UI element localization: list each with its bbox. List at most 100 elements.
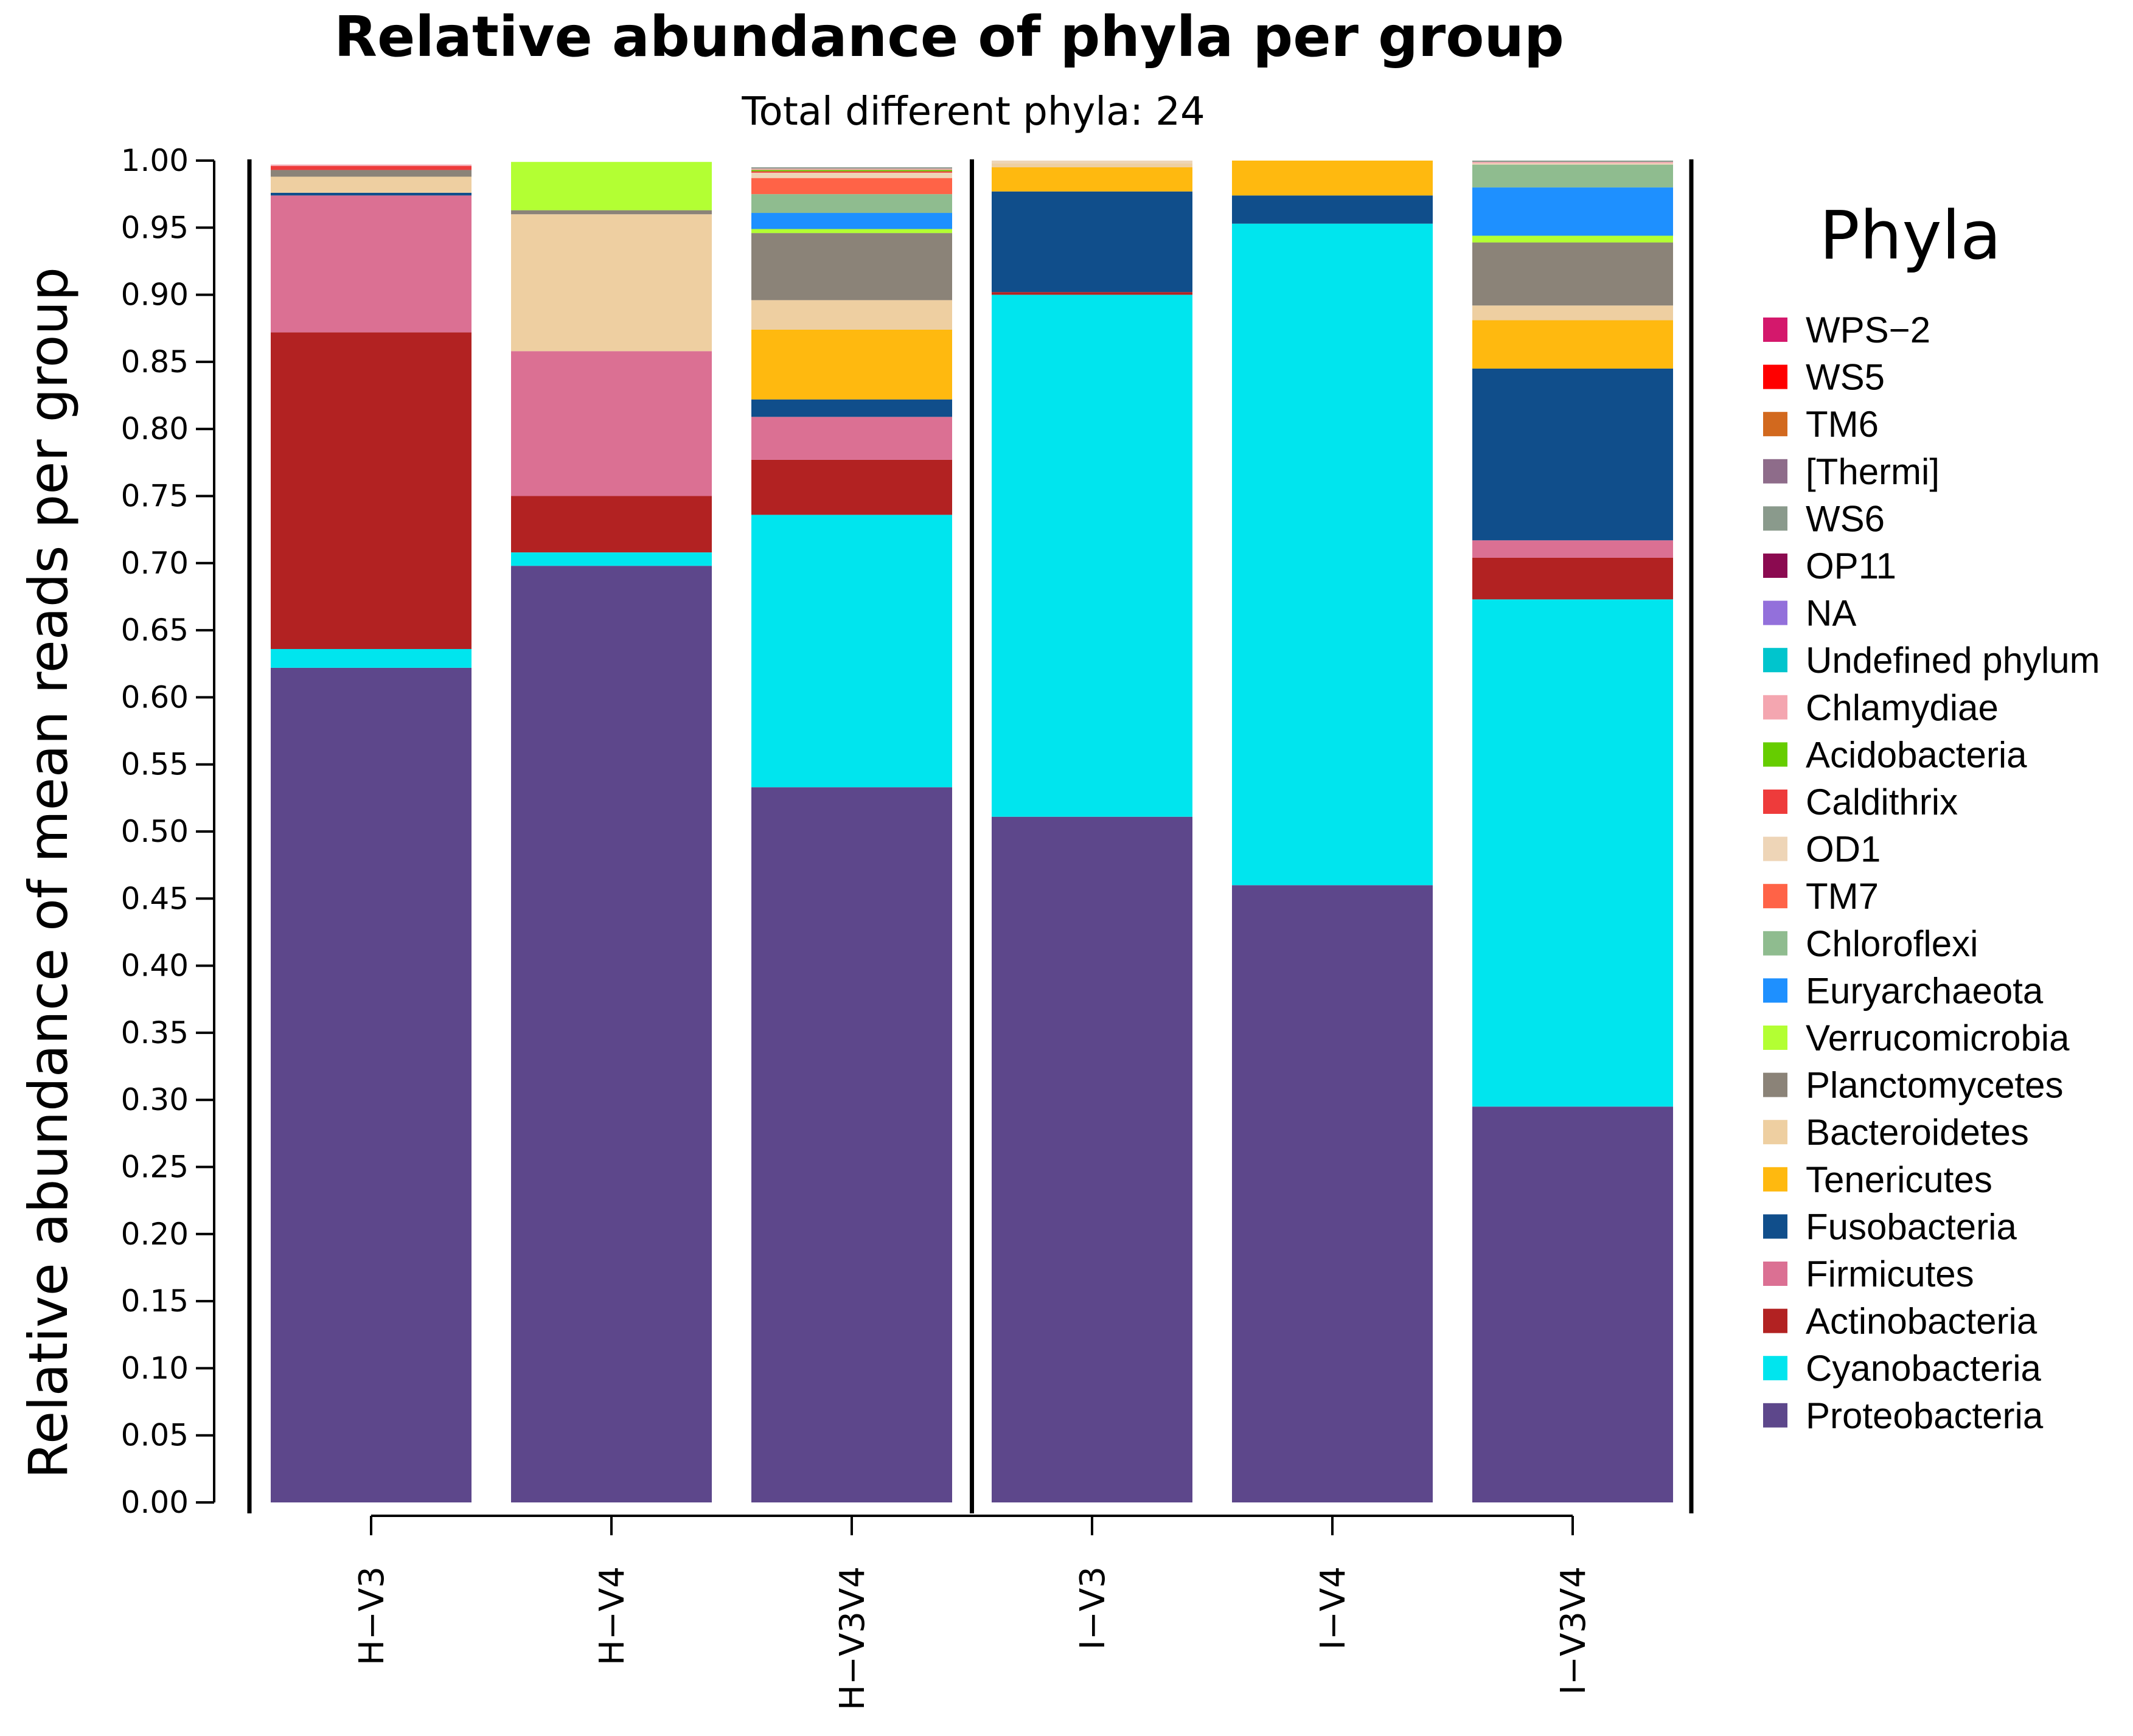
bar-segment <box>1472 162 1673 164</box>
chart-subtitle: Total different phyla: 24 <box>741 89 1205 134</box>
legend-label: Bacteroidetes <box>1806 1112 2029 1153</box>
bar-segment <box>1232 885 1433 1502</box>
chart-title: Relative abundance of phyla per group <box>334 4 1564 69</box>
bar-segment <box>1232 161 1433 196</box>
y-tick-label: 0.10 <box>121 1350 189 1386</box>
y-tick-label: 0.15 <box>121 1283 189 1319</box>
y-axis: 0.00 0.05 0.10 0.15 0.20 0.25 0.30 0.35 0.40 0.45… <box>121 143 215 1520</box>
y-tick-label: 0.00 <box>121 1485 189 1520</box>
bar-segment <box>1472 599 1673 1107</box>
legend-swatch <box>1763 506 1787 531</box>
bar-segment <box>992 292 1192 295</box>
x-tick-label: I−V3V4 <box>1554 1566 1593 1695</box>
legend-label: Euryarchaeota <box>1806 970 2044 1011</box>
legend-swatch <box>1763 364 1787 389</box>
bar-segment <box>1472 163 1673 165</box>
bar-segment <box>751 515 952 788</box>
legend-swatch <box>1763 1214 1787 1239</box>
legend-swatch <box>1763 978 1787 1003</box>
legend-swatch <box>1763 1026 1787 1050</box>
y-tick-label: 0.20 <box>121 1217 189 1252</box>
legend-swatch <box>1763 459 1787 484</box>
y-tick-label: 0.30 <box>121 1082 189 1117</box>
y-tick-label: 0.70 <box>121 546 189 581</box>
y-tick-label: 0.50 <box>121 814 189 849</box>
bar-segment <box>751 171 952 173</box>
bar-segment <box>271 667 471 1502</box>
bar-segment <box>1472 557 1673 600</box>
legend-label: Planctomycetes <box>1806 1065 2064 1106</box>
bar-segment <box>992 167 1192 192</box>
legend-swatch <box>1763 648 1787 673</box>
bar-segment <box>271 195 471 333</box>
legend-swatch <box>1763 695 1787 720</box>
legend-swatch <box>1763 600 1787 625</box>
bar-segment <box>751 329 952 400</box>
y-tick-label: 0.75 <box>121 479 189 514</box>
legend-label: Caldithrix <box>1806 782 1958 822</box>
bar-segment <box>271 192 471 196</box>
y-tick-label: 0.40 <box>121 948 189 984</box>
legend-label: NA <box>1806 593 1856 634</box>
bar-segment <box>751 417 952 460</box>
y-tick-label: 0.45 <box>121 881 189 916</box>
bar-segment <box>511 496 712 553</box>
bar-segment <box>751 300 952 330</box>
bar-segment <box>511 552 712 566</box>
bar-segment <box>1472 540 1673 558</box>
bar-segment <box>751 172 952 178</box>
bar-segment <box>992 191 1192 293</box>
bar-segment <box>992 161 1192 164</box>
y-tick-label: 0.35 <box>121 1015 189 1050</box>
legend-swatch <box>1763 1403 1787 1428</box>
bar-segment <box>1472 161 1673 162</box>
legend-swatch <box>1763 554 1787 578</box>
y-tick-label: 0.65 <box>121 613 189 648</box>
legend-label: WPS−2 <box>1806 310 1930 350</box>
legend-label: Cyanobacteria <box>1806 1348 2042 1389</box>
bar-segment <box>1472 320 1673 369</box>
legend-label: OP11 <box>1806 546 1896 586</box>
x-axis: H−V3 H−V4 H−V3V4 I−V3 I−V4 I−V3V4 <box>352 1515 1593 1710</box>
bar-segment <box>271 648 471 668</box>
legend-swatch <box>1763 1072 1787 1097</box>
bar-segment <box>751 233 952 300</box>
bar-segment <box>751 168 952 170</box>
legend-label: Fusobacteria <box>1806 1206 2017 1247</box>
bar-segment <box>751 178 952 195</box>
x-tick-label: H−V3V4 <box>833 1566 872 1710</box>
bar-segment <box>1232 195 1433 224</box>
bar-segment <box>271 165 471 170</box>
legend-swatch <box>1763 931 1787 956</box>
bars <box>271 161 1673 1503</box>
legend-label: WS5 <box>1806 357 1885 398</box>
bar-segment <box>511 214 712 352</box>
bar-segment <box>511 210 712 215</box>
legend-label: Tenericutes <box>1806 1159 1992 1200</box>
legend-label: Acidobacteria <box>1806 734 2027 775</box>
legend-swatch <box>1763 790 1787 814</box>
legend-title: Phyla <box>1819 196 2001 274</box>
legend-label: [Thermi] <box>1806 451 1940 492</box>
legend-swatch <box>1763 318 1787 342</box>
legend-label: Undefined phylum <box>1806 640 2100 681</box>
legend-label: OD1 <box>1806 829 1881 870</box>
bar-segment <box>271 170 471 177</box>
bar-segment <box>511 351 712 496</box>
legend-swatch <box>1763 1308 1787 1333</box>
legend-swatch <box>1763 1167 1787 1192</box>
legend-swatch <box>1763 1356 1787 1381</box>
bar-segment <box>1472 368 1673 541</box>
x-tick-label: I−V3 <box>1073 1566 1113 1650</box>
bar-segment <box>1472 164 1673 188</box>
bar-segment <box>1472 1106 1673 1502</box>
bar-segment <box>751 787 952 1502</box>
bar-segment <box>751 399 952 417</box>
legend-label: Actinobacteria <box>1806 1301 2037 1342</box>
y-tick-label: 0.85 <box>121 344 189 380</box>
bar-segment <box>751 167 952 169</box>
legend-swatch <box>1763 412 1787 437</box>
bar-segment <box>992 163 1192 168</box>
